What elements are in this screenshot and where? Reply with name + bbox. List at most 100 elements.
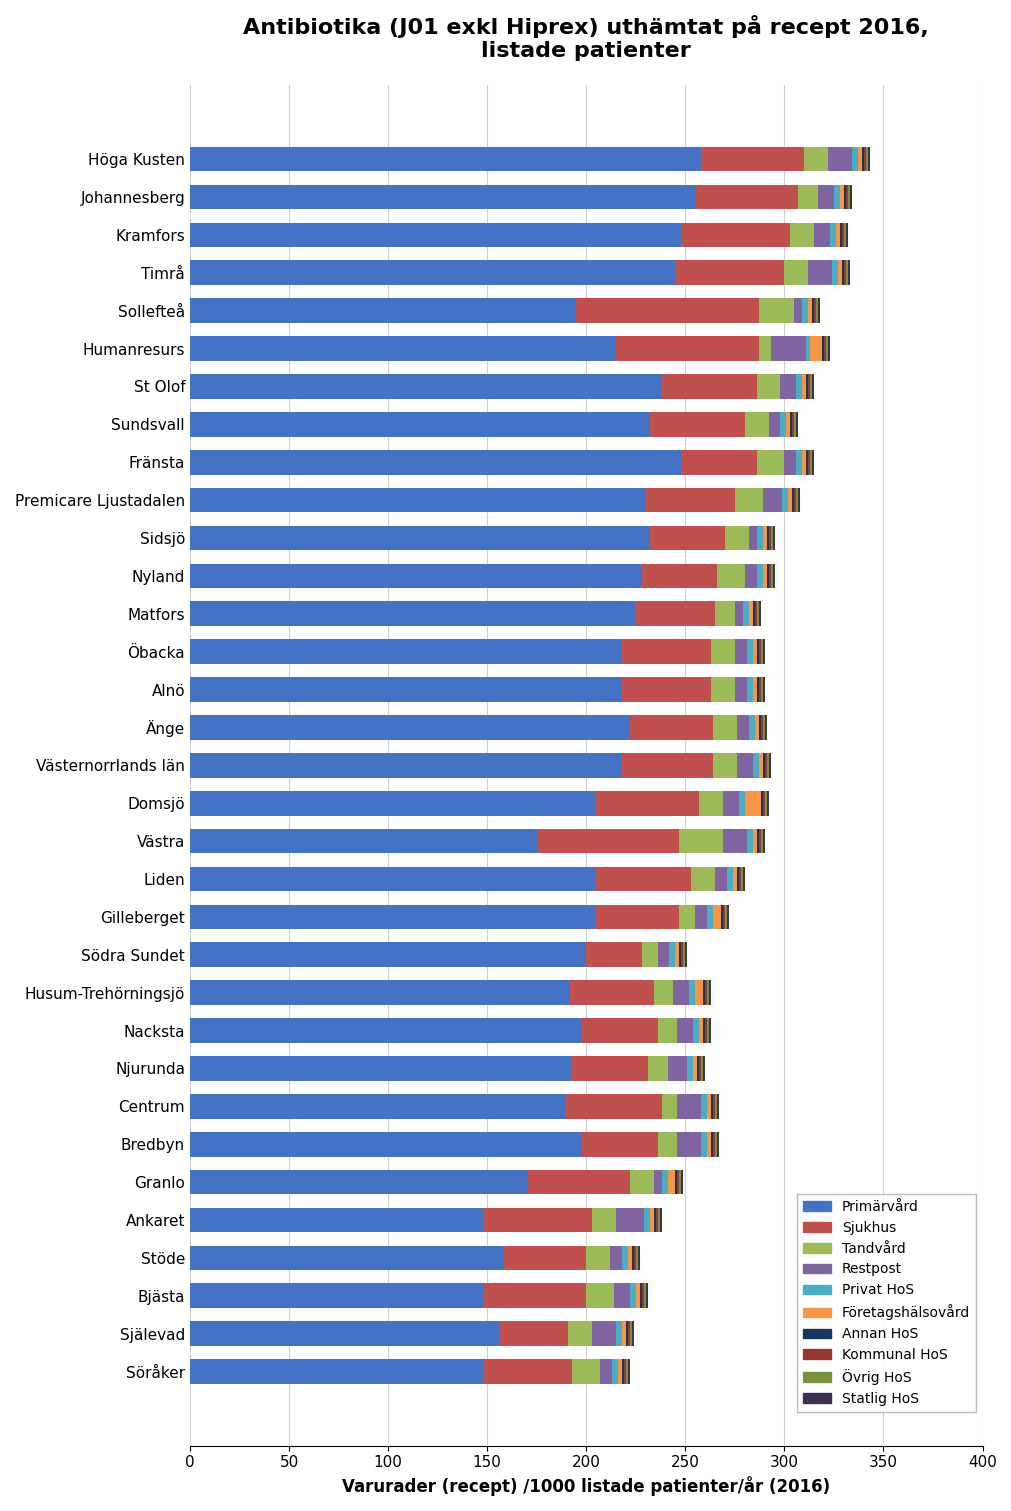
Bar	[722, 830, 746, 854]
Bar	[190, 488, 645, 512]
Bar	[695, 981, 703, 1005]
Bar	[483, 1207, 591, 1233]
Bar	[813, 222, 829, 248]
Bar	[705, 981, 707, 1005]
Bar	[622, 677, 711, 703]
Bar	[806, 375, 808, 399]
Bar	[649, 526, 724, 550]
Bar	[697, 1056, 699, 1080]
Bar	[585, 1283, 614, 1309]
Bar	[653, 1170, 661, 1194]
Bar	[190, 905, 595, 929]
Bar	[798, 184, 817, 210]
Bar	[771, 526, 773, 550]
Bar	[752, 601, 754, 626]
Bar	[661, 1170, 667, 1194]
Bar	[862, 147, 864, 171]
Bar	[779, 413, 786, 437]
Bar	[657, 943, 669, 967]
Bar	[762, 677, 764, 703]
Bar	[190, 450, 680, 474]
Bar	[699, 1056, 701, 1080]
Bar	[762, 488, 782, 512]
Bar	[709, 1018, 711, 1043]
Bar	[866, 147, 868, 171]
Bar	[802, 450, 806, 474]
Bar	[635, 601, 715, 626]
Bar	[784, 450, 796, 474]
Bar	[734, 677, 746, 703]
Bar	[839, 184, 843, 210]
Bar	[674, 260, 784, 286]
Bar	[595, 790, 699, 816]
Bar	[736, 715, 748, 740]
Bar	[653, 1207, 655, 1233]
Bar	[699, 790, 722, 816]
Bar	[767, 564, 769, 588]
Bar	[676, 1018, 693, 1043]
Bar	[713, 905, 720, 929]
Bar	[190, 677, 622, 703]
Bar	[734, 639, 746, 663]
Bar	[627, 1360, 629, 1384]
Bar	[190, 1056, 572, 1080]
Bar	[641, 564, 717, 588]
Bar	[622, 752, 713, 778]
Bar	[667, 1170, 674, 1194]
Bar	[724, 526, 748, 550]
Bar	[680, 1170, 682, 1194]
Bar	[622, 1245, 627, 1271]
Bar	[678, 943, 680, 967]
Bar	[756, 375, 779, 399]
Bar	[864, 147, 866, 171]
X-axis label: Varurader (recept) /1000 listade patienter/år (2016): Varurader (recept) /1000 listade patient…	[342, 1476, 829, 1496]
Bar	[717, 1132, 719, 1156]
Bar	[631, 1321, 633, 1346]
Bar	[674, 943, 678, 967]
Bar	[827, 147, 851, 171]
Bar	[633, 1245, 635, 1271]
Bar	[190, 830, 536, 854]
Bar	[527, 1170, 629, 1194]
Bar	[684, 943, 686, 967]
Bar	[765, 526, 767, 550]
Bar	[707, 1094, 711, 1118]
Bar	[703, 1056, 705, 1080]
Bar	[190, 564, 641, 588]
Bar	[190, 222, 680, 248]
Bar	[715, 867, 726, 891]
Bar	[756, 450, 784, 474]
Bar	[707, 1018, 709, 1043]
Bar	[570, 981, 653, 1005]
Bar	[190, 790, 595, 816]
Bar	[622, 1321, 625, 1346]
Bar	[678, 1170, 680, 1194]
Bar	[837, 260, 841, 286]
Bar	[843, 184, 845, 210]
Bar	[190, 981, 570, 1005]
Bar	[796, 450, 802, 474]
Bar	[610, 1245, 622, 1271]
Bar	[502, 1245, 585, 1271]
Bar	[631, 1245, 633, 1271]
Bar	[688, 981, 695, 1005]
Bar	[744, 790, 760, 816]
Bar	[645, 488, 734, 512]
Bar	[771, 564, 773, 588]
Bar	[839, 222, 841, 248]
Bar	[536, 830, 678, 854]
Bar	[756, 830, 758, 854]
Bar	[724, 905, 726, 929]
Bar	[790, 413, 792, 437]
Bar	[637, 1245, 639, 1271]
Bar	[765, 564, 767, 588]
Bar	[794, 488, 796, 512]
Bar	[624, 1360, 625, 1384]
Bar	[701, 1094, 707, 1118]
Bar	[769, 337, 806, 361]
Bar	[758, 677, 760, 703]
Bar	[713, 752, 736, 778]
Bar	[762, 830, 764, 854]
Bar	[659, 1207, 661, 1233]
Bar	[758, 752, 762, 778]
